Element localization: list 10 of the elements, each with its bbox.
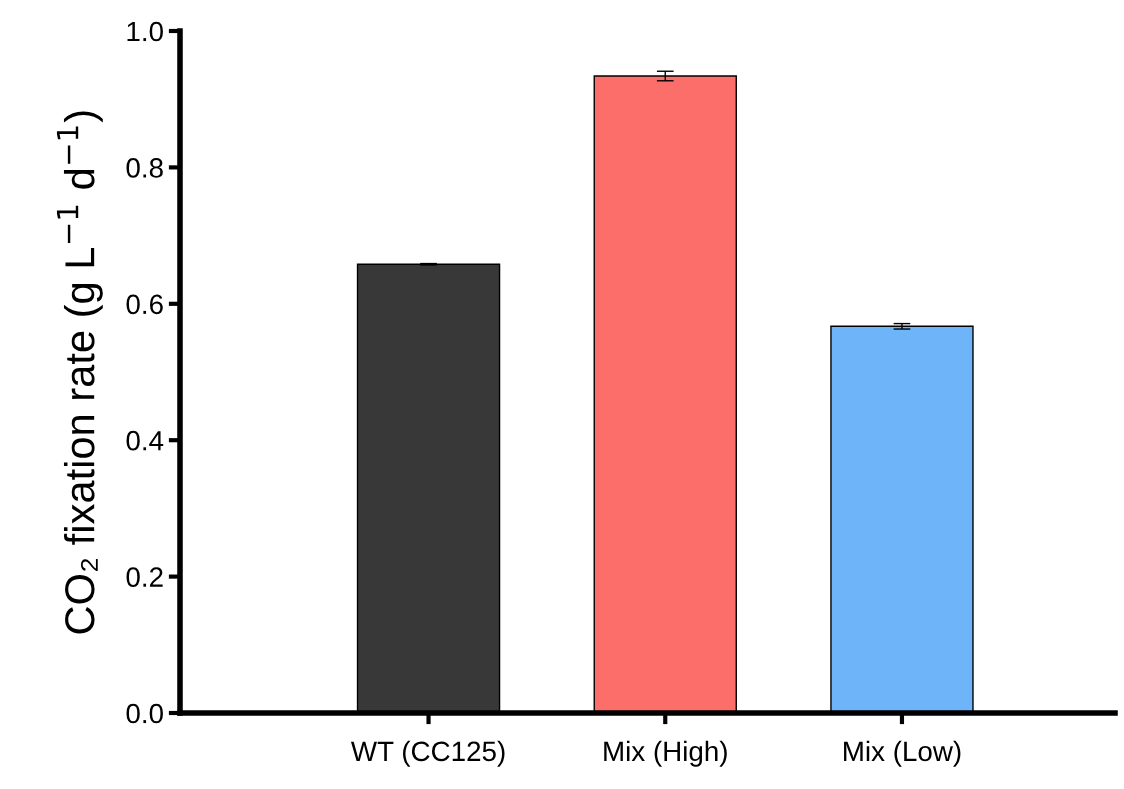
y-tick-label: 0.4 — [126, 430, 164, 451]
y-tick-label: 0.8 — [126, 158, 163, 178]
y-tick-label: 0.6 — [126, 294, 163, 315]
x-tick-label: Mix (High) — [604, 740, 727, 767]
y-axis-title: CO₂ fixation rate (g L$^{−1}$ d$^{−1}$) — [56, 111, 103, 634]
x-tick-label: WT (CC125) — [350, 740, 505, 767]
y-tick-label: 0.2 — [126, 567, 163, 587]
x-tick-label: Mix (Low) — [844, 740, 961, 767]
y-tick-label: 0.0 — [126, 703, 163, 724]
y-tick-label: 1.0 — [127, 21, 163, 42]
